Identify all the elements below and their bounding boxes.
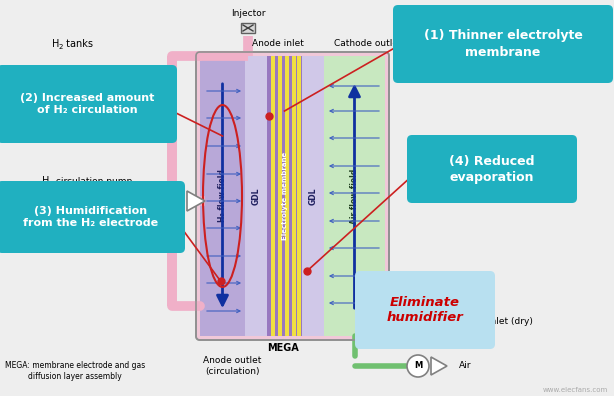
Text: MEGA: MEGA: [266, 343, 298, 353]
Text: 2: 2: [49, 181, 53, 187]
Text: (1) Thinner electrolyte
membrane: (1) Thinner electrolyte membrane: [424, 29, 583, 59]
FancyBboxPatch shape: [407, 135, 577, 203]
Bar: [302, 56, 324, 336]
Bar: [271, 56, 275, 336]
Text: circulation pump: circulation pump: [53, 177, 132, 185]
Bar: [200, 56, 245, 336]
FancyBboxPatch shape: [393, 5, 613, 83]
FancyBboxPatch shape: [196, 52, 389, 340]
Text: Cathode outlet: Cathode outlet: [334, 40, 402, 48]
Bar: [245, 56, 267, 336]
Bar: [267, 56, 302, 336]
Bar: [297, 56, 301, 336]
Text: Anode inlet: Anode inlet: [252, 40, 304, 48]
Text: Air: Air: [459, 362, 472, 371]
FancyBboxPatch shape: [0, 65, 177, 143]
Polygon shape: [187, 191, 205, 211]
Text: Air flow field: Air flow field: [350, 168, 359, 224]
Bar: [278, 56, 282, 336]
Text: Cathode inlet (dry): Cathode inlet (dry): [447, 316, 533, 326]
Text: H: H: [42, 176, 49, 186]
Bar: [324, 56, 385, 336]
Polygon shape: [431, 357, 447, 375]
Text: Eliminate
humidifier: Eliminate humidifier: [387, 296, 464, 324]
Text: Anode outlet
(circulation): Anode outlet (circulation): [203, 356, 261, 376]
Text: 2: 2: [59, 44, 63, 50]
Text: M: M: [414, 362, 422, 371]
Text: M: M: [167, 196, 177, 206]
Text: H: H: [52, 39, 60, 49]
Text: Electrolyte membrane: Electrolyte membrane: [281, 152, 287, 240]
Text: www.elecfans.com: www.elecfans.com: [542, 387, 608, 393]
Text: MEGA: membrane electrode and gas
diffusion layer assembly: MEGA: membrane electrode and gas diffusi…: [5, 361, 145, 381]
Bar: [241, 23, 255, 33]
Text: (2) Increased amount
of H₂ circulation: (2) Increased amount of H₂ circulation: [20, 93, 154, 115]
Text: Injector: Injector: [231, 8, 265, 17]
Text: GDL: GDL: [308, 187, 317, 205]
Text: GDL: GDL: [252, 187, 260, 205]
Circle shape: [160, 189, 184, 213]
Bar: [285, 56, 289, 336]
FancyBboxPatch shape: [355, 271, 495, 349]
FancyBboxPatch shape: [0, 181, 185, 253]
Text: (3) Humidification
from the H₂ electrode: (3) Humidification from the H₂ electrode: [23, 206, 158, 228]
Circle shape: [407, 355, 429, 377]
Bar: [292, 56, 296, 336]
Text: (4) Reduced
evaporation: (4) Reduced evaporation: [449, 154, 535, 183]
Text: H₂ flow field: H₂ flow field: [218, 169, 227, 223]
Text: tanks: tanks: [63, 39, 93, 49]
